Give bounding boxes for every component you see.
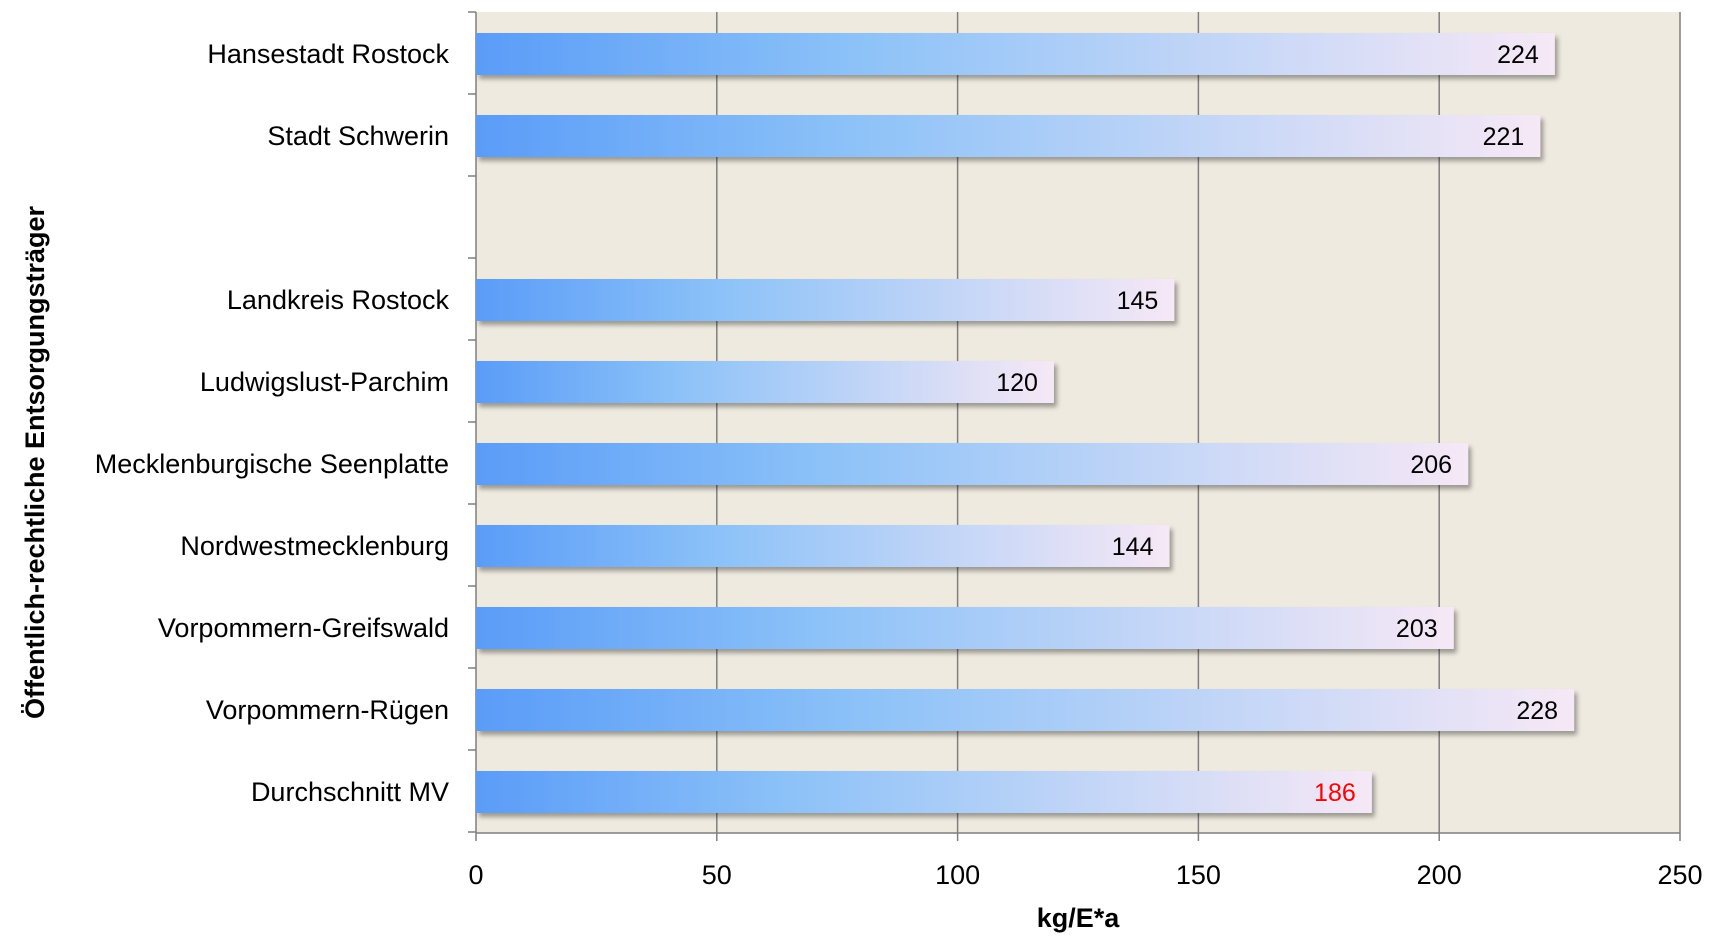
bar: [476, 689, 1575, 731]
bar: [476, 443, 1469, 485]
x-tick-label: 50: [702, 860, 732, 890]
category-label: Stadt Schwerin: [267, 121, 449, 151]
value-label: 120: [996, 369, 1038, 397]
x-axis-title: kg/E*a: [1037, 903, 1121, 933]
value-label: 144: [1112, 533, 1154, 561]
category-label: Vorpommern-Rügen: [206, 695, 449, 725]
category-label: Durchschnitt MV: [251, 777, 449, 807]
value-label: 224: [1497, 41, 1539, 69]
x-tick-label: 0: [468, 860, 483, 890]
category-label: Landkreis Rostock: [227, 285, 450, 315]
value-label: 221: [1483, 123, 1525, 151]
x-tick-label: 150: [1176, 860, 1221, 890]
value-label: 228: [1516, 697, 1558, 725]
bar: [476, 115, 1541, 157]
y-axis-title: Öffentlich-rechtliche Entsorgungsträger: [20, 205, 50, 719]
value-label: 203: [1396, 615, 1438, 643]
bar: [476, 279, 1175, 321]
bars: [476, 33, 1575, 813]
category-label: Hansestadt Rostock: [207, 39, 449, 69]
x-tick-label: 200: [1417, 860, 1462, 890]
value-label: 206: [1410, 451, 1452, 479]
value-label: 145: [1117, 287, 1159, 315]
bar: [476, 361, 1054, 403]
x-tick-label: 100: [935, 860, 980, 890]
value-label: 186: [1314, 779, 1356, 807]
category-label: Nordwestmecklenburg: [180, 531, 449, 561]
bar: [476, 525, 1170, 567]
bar: [476, 607, 1454, 649]
bar: [476, 33, 1555, 75]
category-label: Mecklenburgische Seenplatte: [95, 449, 449, 479]
labels: 0 50 100 150 200 250 Hansestadt Rostock 224 Stad…: [95, 39, 1703, 890]
x-tick-label: 250: [1657, 860, 1702, 890]
bar: [476, 771, 1372, 813]
category-label: Ludwigslust-Parchim: [200, 367, 449, 397]
category-label: Vorpommern-Greifswald: [158, 613, 449, 643]
